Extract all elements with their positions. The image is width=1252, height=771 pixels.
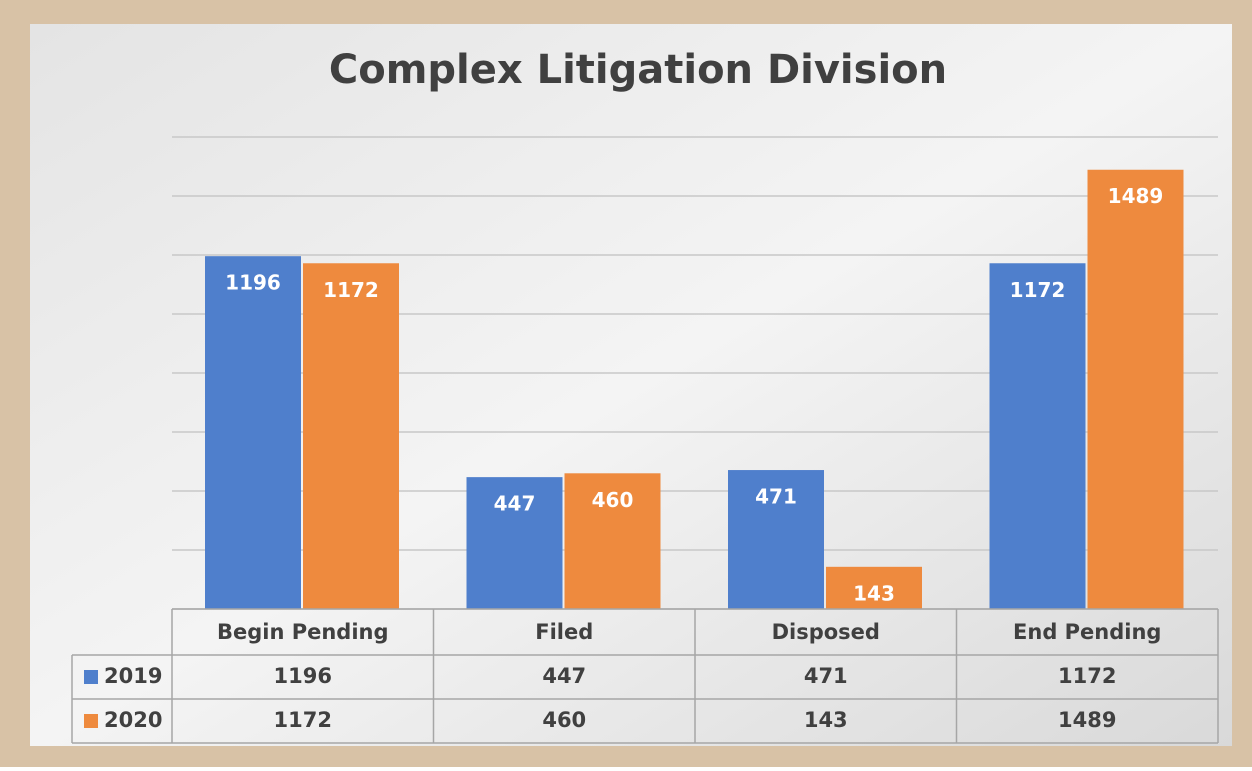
- table-cell: 460: [542, 708, 586, 732]
- legend-swatch: [84, 714, 98, 728]
- data-label: 471: [755, 485, 797, 509]
- table-cell: 1172: [274, 708, 332, 732]
- data-label: 1172: [1010, 278, 1066, 302]
- x-tick-label: Filed: [535, 620, 593, 644]
- legend-label: 2020: [104, 708, 162, 732]
- table-cell: 471: [804, 664, 848, 688]
- data-label: 1172: [323, 278, 379, 302]
- legend-label: 2019: [104, 664, 162, 688]
- bar: [1087, 169, 1184, 609]
- table-cell: 1196: [274, 664, 332, 688]
- chart-title: Complex Litigation Division: [329, 47, 947, 93]
- bar: [728, 470, 824, 609]
- bar: [205, 256, 301, 609]
- table-cell: 447: [542, 664, 586, 688]
- table-cell: 143: [804, 708, 848, 732]
- x-tick-label: End Pending: [1013, 620, 1161, 644]
- data-label: 143: [853, 581, 895, 605]
- bar: [466, 477, 563, 609]
- x-tick-label: Begin Pending: [217, 620, 389, 644]
- bar: [303, 263, 399, 609]
- bar: [826, 566, 922, 609]
- data-label: 460: [592, 488, 634, 512]
- data-label: 1196: [225, 271, 281, 295]
- bar: [989, 263, 1086, 609]
- legend-swatch: [84, 670, 98, 684]
- x-tick-label: Disposed: [772, 620, 880, 644]
- data-label: 1489: [1108, 184, 1164, 208]
- bar: [564, 473, 661, 609]
- table-cell: 1489: [1058, 708, 1116, 732]
- table-cell: 1172: [1058, 664, 1116, 688]
- data-label: 447: [494, 492, 536, 516]
